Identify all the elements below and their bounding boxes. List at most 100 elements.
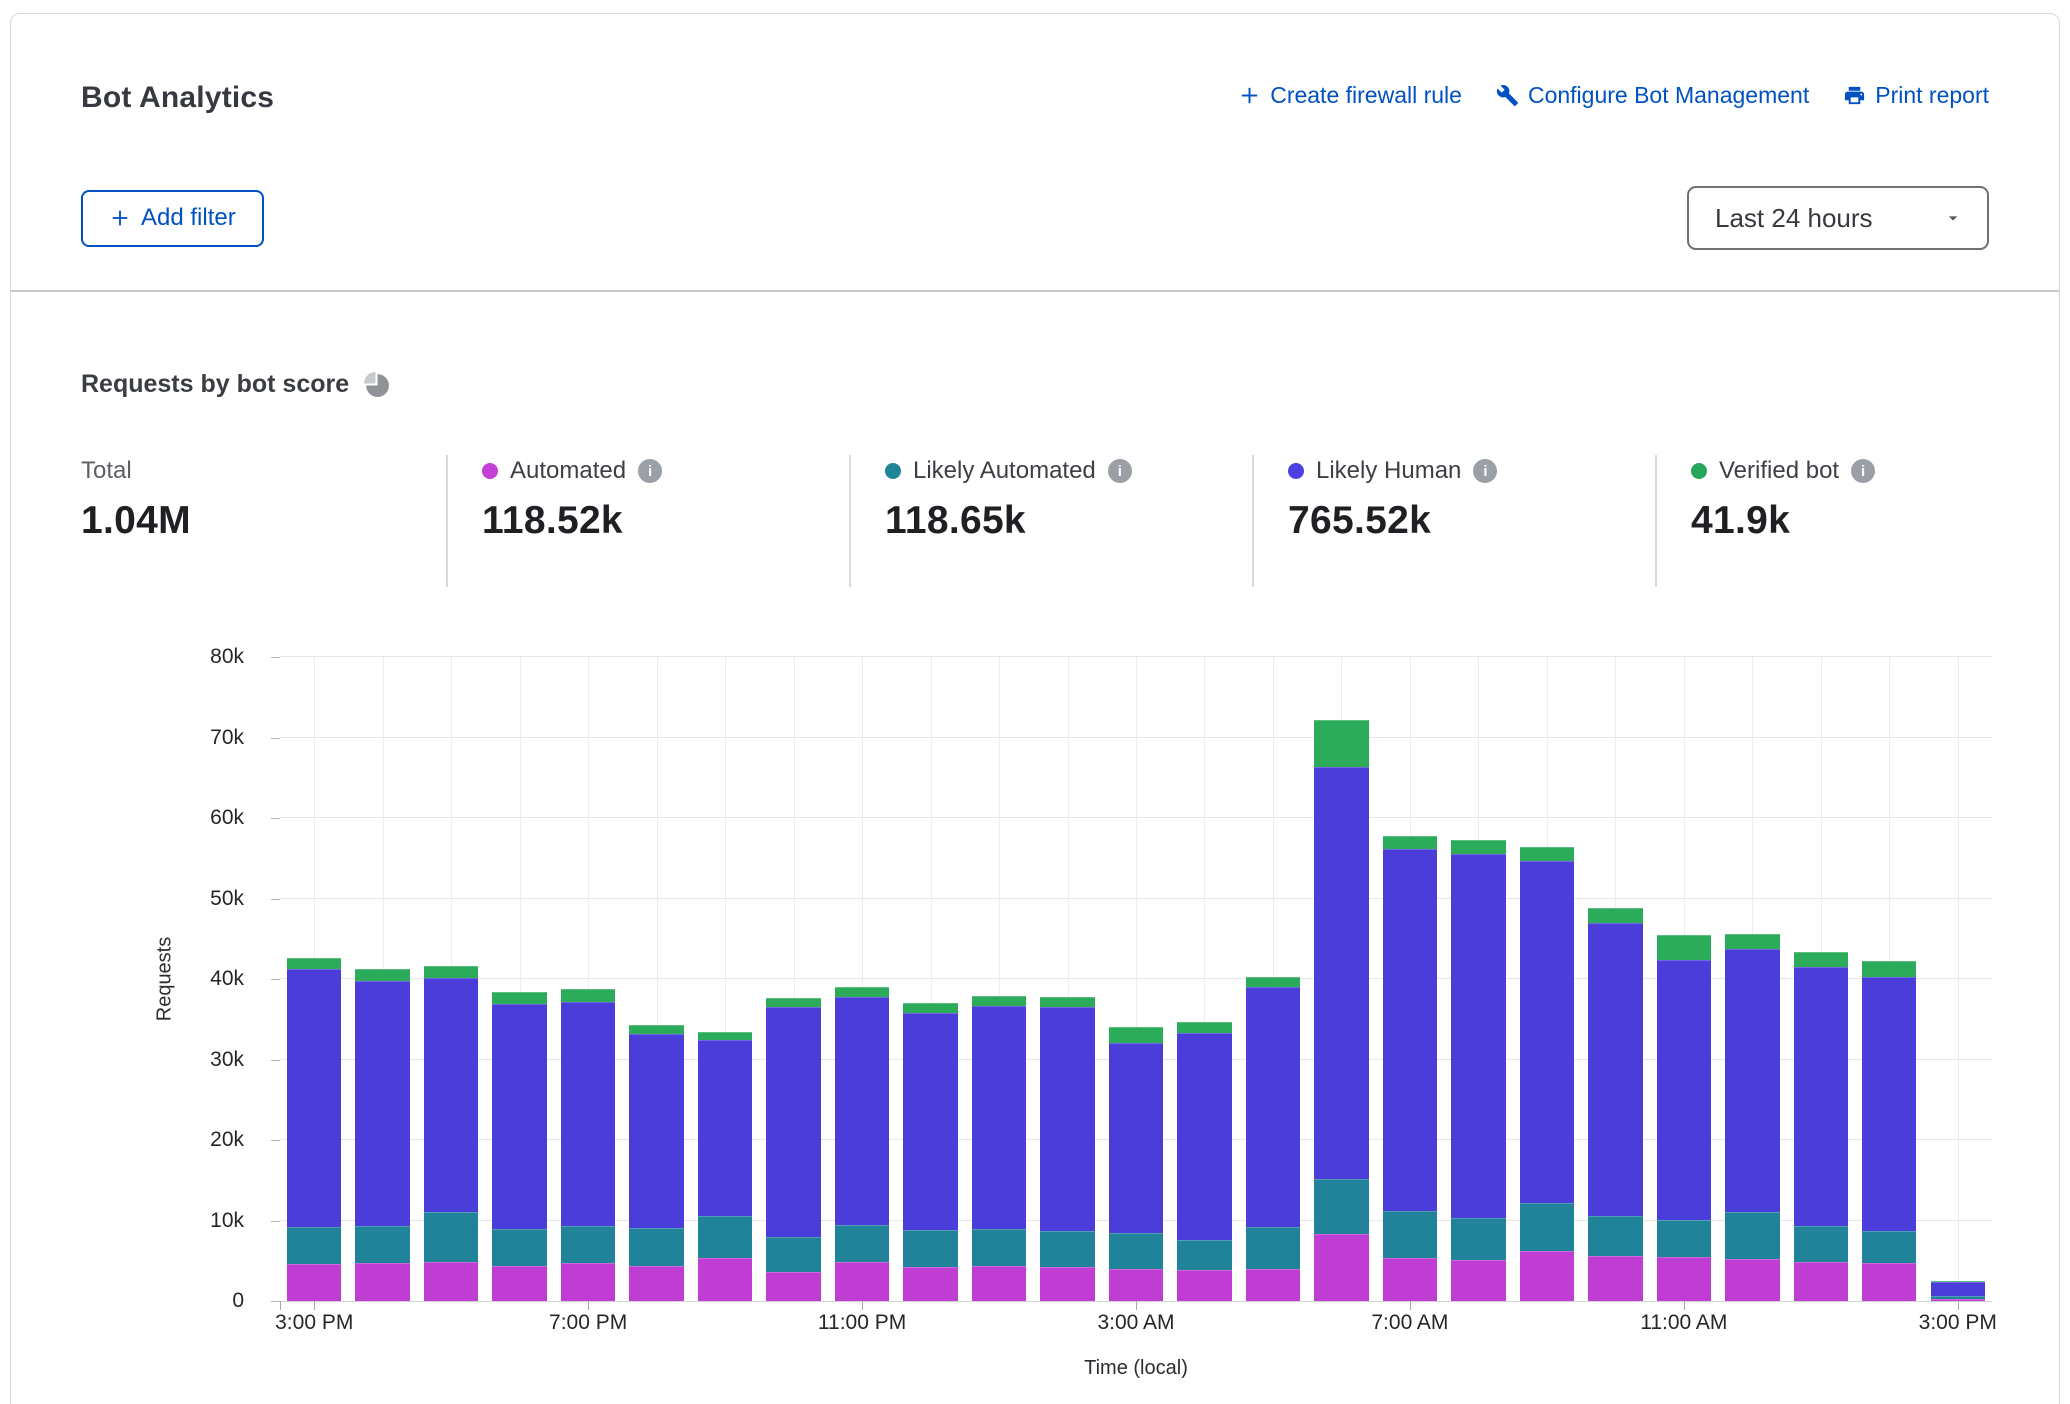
info-icon[interactable]: i	[1108, 459, 1132, 483]
bar-segment	[766, 1272, 820, 1301]
bar-segment	[835, 987, 889, 997]
x-tick-mark	[588, 1301, 589, 1310]
add-filter-button[interactable]: Add filter	[81, 190, 264, 247]
bar-segment	[355, 969, 409, 980]
plus-icon	[1238, 84, 1261, 107]
info-icon[interactable]: i	[1851, 459, 1875, 483]
bar-segment	[1451, 1218, 1505, 1260]
stat-label: Total	[81, 457, 132, 485]
bar-segment	[287, 969, 341, 1227]
bar-segment	[1177, 1033, 1231, 1240]
bar-segment	[972, 1266, 1026, 1301]
bar-segment	[903, 1013, 957, 1230]
bar-segment	[1725, 1212, 1779, 1259]
bar-segment	[1862, 977, 1916, 1231]
bar-segment	[1383, 1211, 1437, 1258]
bar-segment	[1657, 1220, 1711, 1257]
x-tick-mark	[314, 1301, 315, 1310]
y-tick-mark	[271, 657, 280, 658]
bar-segment	[1383, 836, 1437, 850]
bar-segment	[1725, 934, 1779, 949]
bar-segment	[287, 1227, 341, 1264]
action-label: Print report	[1875, 82, 1989, 109]
header-actions: Create firewall rule Configure Bot Manag…	[1238, 76, 1989, 109]
bar-segment	[1657, 1257, 1711, 1301]
time-range-select[interactable]: Last 24 hours	[1687, 186, 1989, 250]
y-tick-label: 0	[81, 1288, 244, 1314]
bar-segment	[424, 966, 478, 978]
bar-segment	[972, 996, 1026, 1006]
x-tick-mark	[1958, 1301, 1959, 1310]
header: Bot Analytics Create firewall rule Confi…	[11, 14, 2059, 120]
requests-by-bot-score-chart: Requests 010k20k30k40k50k60k70k80k3:00 P…	[81, 657, 1989, 1401]
bar-segment	[766, 998, 820, 1008]
bar-segment	[355, 1226, 409, 1263]
bar-segment	[561, 1263, 615, 1301]
stat-label: Automated	[510, 457, 626, 485]
y-tick-mark	[271, 818, 280, 819]
bar-segment	[835, 1262, 889, 1301]
bar-segment	[1246, 977, 1300, 987]
action-label: Configure Bot Management	[1528, 82, 1809, 109]
bar-segment	[1246, 1227, 1300, 1269]
stat-total: Total 1.04M	[81, 455, 446, 587]
bar-segment	[492, 1266, 546, 1301]
bar-segment	[1657, 960, 1711, 1220]
filter-row: Add filter Last 24 hours	[11, 186, 2059, 250]
bar-segment	[698, 1040, 752, 1216]
bar-segment	[1109, 1043, 1163, 1233]
y-tick-mark	[271, 1301, 280, 1302]
bar-segment	[1657, 935, 1711, 960]
bar-segment	[1725, 949, 1779, 1212]
info-icon[interactable]: i	[1473, 459, 1497, 483]
page-title: Bot Analytics	[81, 76, 274, 120]
configure-bot-management-link[interactable]: Configure Bot Management	[1496, 82, 1809, 109]
stat-value: 118.65k	[885, 499, 1252, 543]
bar-segment	[903, 1003, 957, 1013]
y-tick-label: 30k	[81, 1047, 244, 1073]
bar-segment	[1383, 849, 1437, 1210]
stat-label: Likely Automated	[913, 457, 1096, 485]
bar-segment	[355, 981, 409, 1227]
y-tick-mark	[271, 1060, 280, 1061]
info-icon[interactable]: i	[638, 459, 662, 483]
bar-segment	[561, 1002, 615, 1226]
bar-segment	[1862, 961, 1916, 977]
chevron-down-icon	[1943, 208, 1963, 228]
x-tick-label: 7:00 PM	[549, 1311, 627, 1335]
bar-segment	[1588, 908, 1642, 922]
bar-segment	[766, 1007, 820, 1236]
y-tick-label: 80k	[81, 644, 244, 670]
bar-segment	[1109, 1027, 1163, 1042]
stats-row: Total 1.04M Automated i 118.52k Likely A…	[81, 455, 1989, 587]
bar-segment	[561, 1226, 615, 1263]
bar-segment	[1040, 1231, 1094, 1267]
y-tick-label: 20k	[81, 1127, 244, 1153]
bar-segment	[903, 1267, 957, 1301]
y-tick-label: 40k	[81, 966, 244, 992]
stat-automated: Automated i 118.52k	[446, 455, 849, 587]
x-tick-label: 3:00 PM	[1919, 1311, 1997, 1335]
create-firewall-rule-link[interactable]: Create firewall rule	[1238, 82, 1462, 109]
x-tick-mark	[1684, 1301, 1685, 1310]
bar-segment	[629, 1025, 683, 1034]
bar-segment	[698, 1258, 752, 1301]
y-tick-mark	[271, 979, 280, 980]
bar-segment	[972, 1229, 1026, 1267]
add-filter-label: Add filter	[141, 204, 236, 232]
bar-segment	[492, 1229, 546, 1266]
bar-segment	[1588, 923, 1642, 1216]
x-tick-mark	[1410, 1301, 1411, 1310]
print-report-link[interactable]: Print report	[1843, 82, 1989, 109]
stat-label: Likely Human	[1316, 457, 1461, 485]
x-tick-label: 3:00 AM	[1097, 1311, 1174, 1335]
section-heading: Requests by bot score	[81, 370, 1989, 399]
bar-segment	[1040, 1007, 1094, 1231]
bar-segment	[698, 1216, 752, 1257]
y-tick-mark	[271, 1221, 280, 1222]
automated-legend-dot	[482, 463, 498, 479]
stat-value: 1.04M	[81, 499, 446, 543]
printer-icon	[1843, 84, 1866, 107]
bar-segment	[1931, 1281, 1985, 1282]
likely-automated-legend-dot	[885, 463, 901, 479]
